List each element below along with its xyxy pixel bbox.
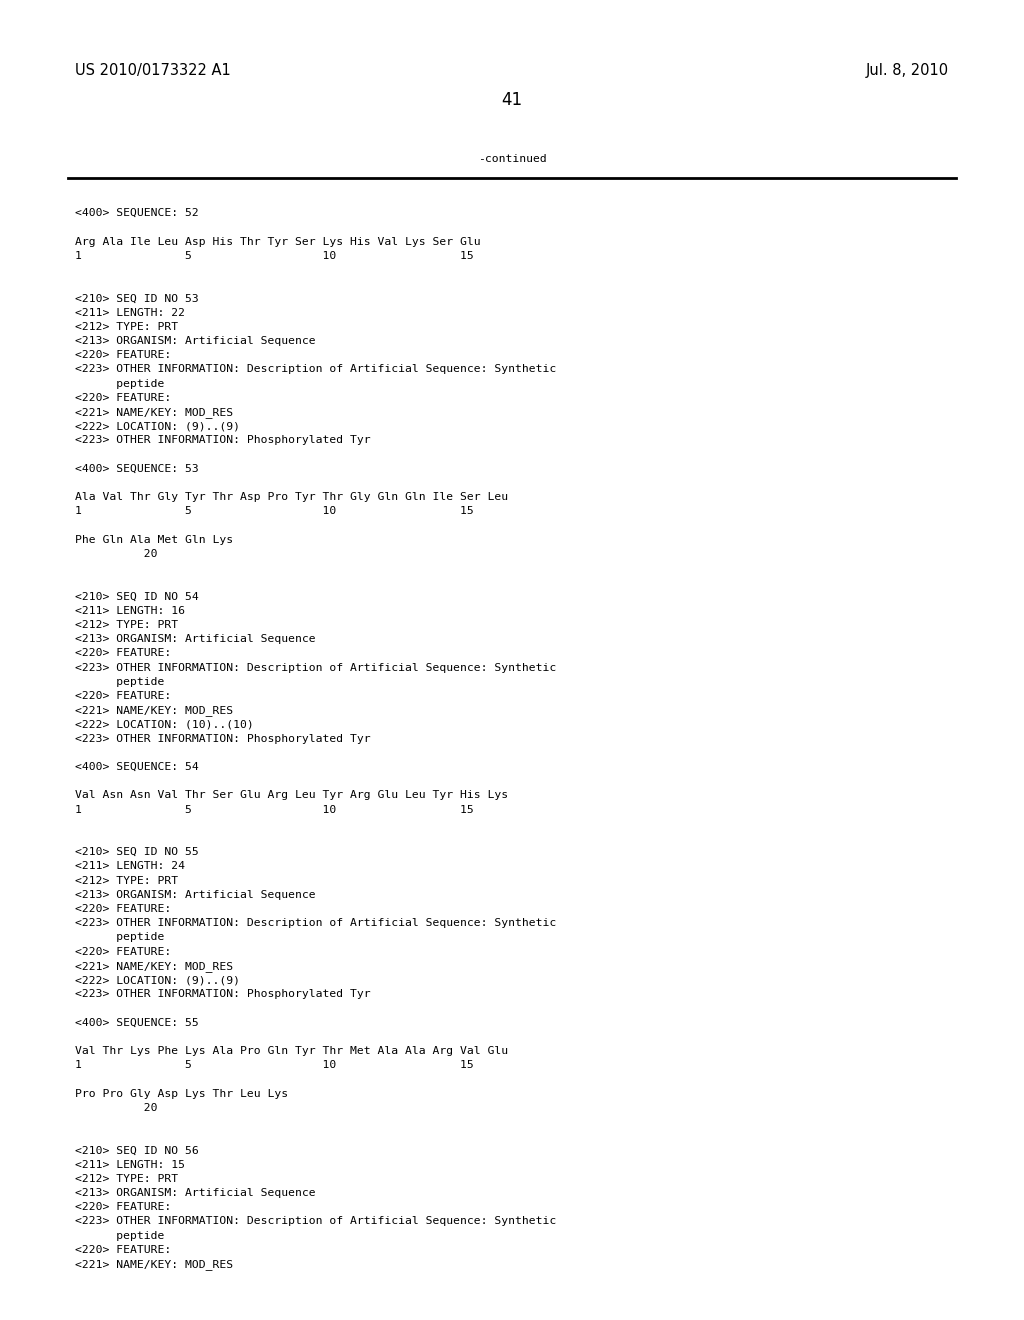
Text: <221> NAME/KEY: MOD_RES: <221> NAME/KEY: MOD_RES <box>75 705 233 717</box>
Text: <212> TYPE: PRT: <212> TYPE: PRT <box>75 1173 178 1184</box>
Text: <223> OTHER INFORMATION: Description of Artificial Sequence: Synthetic: <223> OTHER INFORMATION: Description of … <box>75 1217 556 1226</box>
Text: Val Asn Asn Val Thr Ser Glu Arg Leu Tyr Arg Glu Leu Tyr His Lys: Val Asn Asn Val Thr Ser Glu Arg Leu Tyr … <box>75 791 508 800</box>
Text: <211> LENGTH: 15: <211> LENGTH: 15 <box>75 1159 185 1170</box>
Text: <220> FEATURE:: <220> FEATURE: <box>75 904 171 913</box>
Text: 41: 41 <box>502 91 522 110</box>
Text: peptide: peptide <box>75 1230 165 1241</box>
Text: 1               5                   10                  15: 1 5 10 15 <box>75 805 474 814</box>
Text: <223> OTHER INFORMATION: Description of Artificial Sequence: Synthetic: <223> OTHER INFORMATION: Description of … <box>75 663 556 673</box>
Text: <213> ORGANISM: Artificial Sequence: <213> ORGANISM: Artificial Sequence <box>75 1188 315 1199</box>
Text: 1               5                   10                  15: 1 5 10 15 <box>75 251 474 261</box>
Text: <221> NAME/KEY: MOD_RES: <221> NAME/KEY: MOD_RES <box>75 961 233 972</box>
Text: <222> LOCATION: (10)..(10): <222> LOCATION: (10)..(10) <box>75 719 254 730</box>
Text: <400> SEQUENCE: 54: <400> SEQUENCE: 54 <box>75 762 199 772</box>
Text: <223> OTHER INFORMATION: Phosphorylated Tyr: <223> OTHER INFORMATION: Phosphorylated … <box>75 989 371 999</box>
Text: <400> SEQUENCE: 52: <400> SEQUENCE: 52 <box>75 209 199 218</box>
Text: <223> OTHER INFORMATION: Description of Artificial Sequence: Synthetic: <223> OTHER INFORMATION: Description of … <box>75 364 556 375</box>
Text: <221> NAME/KEY: MOD_RES: <221> NAME/KEY: MOD_RES <box>75 407 233 418</box>
Text: <212> TYPE: PRT: <212> TYPE: PRT <box>75 322 178 331</box>
Text: 1               5                   10                  15: 1 5 10 15 <box>75 1060 474 1071</box>
Text: <210> SEQ ID NO 55: <210> SEQ ID NO 55 <box>75 847 199 857</box>
Text: Phe Gln Ala Met Gln Lys: Phe Gln Ala Met Gln Lys <box>75 535 233 545</box>
Text: <223> OTHER INFORMATION: Phosphorylated Tyr: <223> OTHER INFORMATION: Phosphorylated … <box>75 436 371 445</box>
Text: peptide: peptide <box>75 379 165 388</box>
Text: peptide: peptide <box>75 932 165 942</box>
Text: -continued: -continued <box>477 154 547 164</box>
Text: Val Thr Lys Phe Lys Ala Pro Gln Tyr Thr Met Ala Ala Arg Val Glu: Val Thr Lys Phe Lys Ala Pro Gln Tyr Thr … <box>75 1045 508 1056</box>
Text: <223> OTHER INFORMATION: Description of Artificial Sequence: Synthetic: <223> OTHER INFORMATION: Description of … <box>75 919 556 928</box>
Text: <210> SEQ ID NO 56: <210> SEQ ID NO 56 <box>75 1146 199 1155</box>
Text: <220> FEATURE:: <220> FEATURE: <box>75 1203 171 1212</box>
Text: 20: 20 <box>75 1102 158 1113</box>
Text: <400> SEQUENCE: 53: <400> SEQUENCE: 53 <box>75 463 199 474</box>
Text: <213> ORGANISM: Artificial Sequence: <213> ORGANISM: Artificial Sequence <box>75 634 315 644</box>
Text: 1               5                   10                  15: 1 5 10 15 <box>75 507 474 516</box>
Text: peptide: peptide <box>75 677 165 686</box>
Text: <222> LOCATION: (9)..(9): <222> LOCATION: (9)..(9) <box>75 421 240 432</box>
Text: <212> TYPE: PRT: <212> TYPE: PRT <box>75 620 178 630</box>
Text: <211> LENGTH: 16: <211> LENGTH: 16 <box>75 606 185 616</box>
Text: Jul. 8, 2010: Jul. 8, 2010 <box>866 63 949 78</box>
Text: Ala Val Thr Gly Tyr Thr Asp Pro Tyr Thr Gly Gln Gln Ile Ser Leu: Ala Val Thr Gly Tyr Thr Asp Pro Tyr Thr … <box>75 492 508 502</box>
Text: <221> NAME/KEY: MOD_RES: <221> NAME/KEY: MOD_RES <box>75 1259 233 1270</box>
Text: US 2010/0173322 A1: US 2010/0173322 A1 <box>75 63 230 78</box>
Text: <220> FEATURE:: <220> FEATURE: <box>75 350 171 360</box>
Text: Pro Pro Gly Asp Lys Thr Leu Lys: Pro Pro Gly Asp Lys Thr Leu Lys <box>75 1089 288 1098</box>
Text: <211> LENGTH: 22: <211> LENGTH: 22 <box>75 308 185 318</box>
Text: <220> FEATURE:: <220> FEATURE: <box>75 690 171 701</box>
Text: <223> OTHER INFORMATION: Phosphorylated Tyr: <223> OTHER INFORMATION: Phosphorylated … <box>75 734 371 743</box>
Text: <400> SEQUENCE: 55: <400> SEQUENCE: 55 <box>75 1018 199 1027</box>
Text: <220> FEATURE:: <220> FEATURE: <box>75 648 171 659</box>
Text: <211> LENGTH: 24: <211> LENGTH: 24 <box>75 862 185 871</box>
Text: <222> LOCATION: (9)..(9): <222> LOCATION: (9)..(9) <box>75 975 240 985</box>
Text: <213> ORGANISM: Artificial Sequence: <213> ORGANISM: Artificial Sequence <box>75 337 315 346</box>
Text: <220> FEATURE:: <220> FEATURE: <box>75 1245 171 1255</box>
Text: 20: 20 <box>75 549 158 558</box>
Text: <220> FEATURE:: <220> FEATURE: <box>75 393 171 403</box>
Text: <220> FEATURE:: <220> FEATURE: <box>75 946 171 957</box>
Text: <212> TYPE: PRT: <212> TYPE: PRT <box>75 875 178 886</box>
Text: <210> SEQ ID NO 53: <210> SEQ ID NO 53 <box>75 293 199 304</box>
Text: <210> SEQ ID NO 54: <210> SEQ ID NO 54 <box>75 591 199 602</box>
Text: <213> ORGANISM: Artificial Sequence: <213> ORGANISM: Artificial Sequence <box>75 890 315 900</box>
Text: Arg Ala Ile Leu Asp His Thr Tyr Ser Lys His Val Lys Ser Glu: Arg Ala Ile Leu Asp His Thr Tyr Ser Lys … <box>75 236 480 247</box>
